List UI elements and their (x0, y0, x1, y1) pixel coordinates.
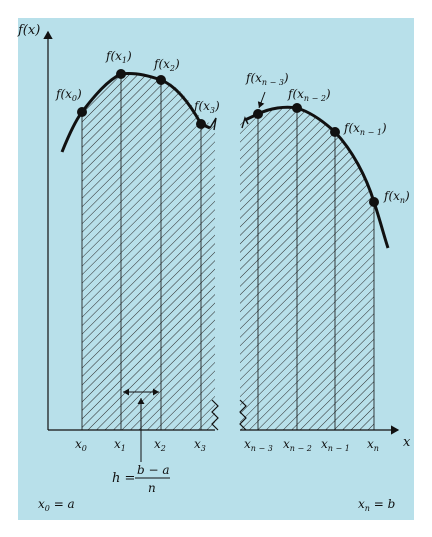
fx-label-0: f(x0) (55, 87, 82, 103)
x-tick-3: x3 (194, 437, 206, 453)
point-x0 (77, 107, 87, 117)
point-xn1 (330, 127, 340, 137)
x-tick-n3: xn − 3 (244, 437, 273, 453)
h-equals: h = (112, 471, 135, 486)
step-width-formula: h = b − a n (112, 463, 170, 495)
x-axis-label: x (403, 435, 411, 450)
hatched-area-left (82, 73, 215, 430)
hatched-area-right (240, 107, 374, 430)
x-tick-n1: xn − 1 (321, 437, 350, 453)
fx-label-n: f(xn) (383, 189, 410, 205)
fx-label-2: f(x2) (153, 57, 180, 73)
fx-label-n2: f(xn − 2) (287, 87, 331, 103)
x-tick-2: x2 (154, 437, 166, 453)
x-tick-1: x1 (114, 437, 126, 453)
axis-break-left (211, 399, 219, 431)
x-tick-labels: x0 x1 x2 x3 xn − 3 xn − 2 xn − 1 xn (75, 437, 379, 453)
x-tick-n: xn (367, 437, 379, 453)
fx-label-1: f(x1) (105, 49, 132, 65)
point-x2 (156, 75, 166, 85)
strip-lines (81, 74, 375, 430)
x-tick-n2: xn − 2 (283, 437, 312, 453)
curve-break-mark (209, 117, 217, 131)
x-tick-0: x0 (75, 437, 87, 453)
point-x3 (196, 119, 206, 129)
point-xn2 (292, 103, 302, 113)
pointer-arrow-fxn3 (257, 91, 266, 109)
fx-label-n3: f(xn − 3) (245, 71, 289, 87)
data-points (77, 69, 379, 207)
axis-break-right (239, 399, 247, 431)
fx-label-3: f(x3) (193, 99, 220, 115)
point-xn (369, 197, 379, 207)
h-denominator: n (148, 481, 156, 495)
y-axis-label: f(x) (17, 23, 40, 38)
point-x1 (116, 69, 126, 79)
fx-label-n1: f(xn − 1) (343, 121, 387, 137)
curve-break-mark-right (241, 116, 249, 129)
endpoint-right: xn = b (358, 497, 395, 513)
function-value-labels: f(x0) f(x1) f(x2) f(x3) f(xn − 3) f(xn −… (55, 49, 410, 205)
h-numerator: b − a (137, 463, 170, 477)
point-xn3 (253, 109, 263, 119)
step-width-indicator (123, 388, 159, 462)
endpoint-left: x0 = a (38, 497, 75, 513)
